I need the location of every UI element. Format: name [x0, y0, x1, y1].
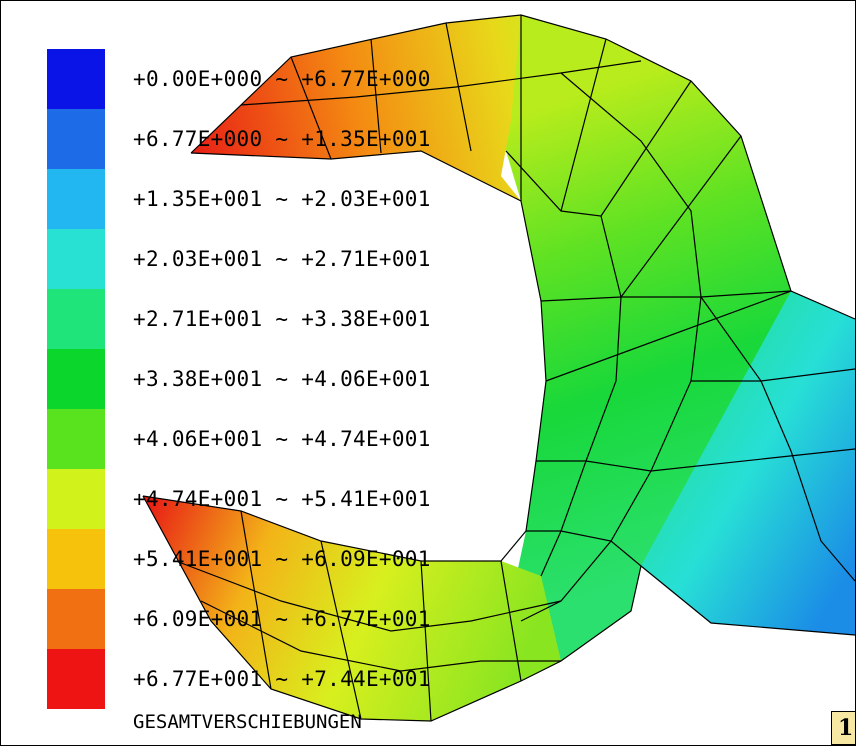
legend-swatch-4 — [47, 229, 105, 289]
legend-swatch-2 — [47, 109, 105, 169]
legend-swatch-9 — [47, 529, 105, 589]
legend-label-8: +4.74E+001 ~ +5.41E+001 — [133, 487, 431, 511]
legend-swatch-7 — [47, 409, 105, 469]
legend-label-2: +6.77E+000 ~ +1.35E+001 — [133, 127, 431, 151]
legend-label-3: +1.35E+001 ~ +2.03E+001 — [133, 187, 431, 211]
page-number-badge: 1 — [831, 711, 855, 745]
legend-label-7: +4.06E+001 ~ +4.74E+001 — [133, 427, 431, 451]
legend-label-6: +3.38E+001 ~ +4.06E+001 — [133, 367, 431, 391]
legend-label-4: +2.03E+001 ~ +2.71E+001 — [133, 247, 431, 271]
legend-label-11: +6.77E+001 ~ +7.44E+001 — [133, 667, 431, 691]
legend-label-9: +5.41E+001 ~ +6.09E+001 — [133, 547, 431, 571]
legend-label-5: +2.71E+001 ~ +3.38E+001 — [133, 307, 431, 331]
legend-swatch-3 — [47, 169, 105, 229]
legend-label-1: +0.00E+000 ~ +6.77E+000 — [133, 67, 431, 91]
result-title: GESAMTVERSCHIEBUNGEN — [133, 711, 362, 733]
legend-label-10: +6.09E+001 ~ +6.77E+001 — [133, 607, 431, 631]
legend-swatch-8 — [47, 469, 105, 529]
legend-swatch-5 — [47, 289, 105, 349]
legend-swatch-1 — [47, 49, 105, 109]
legend-swatch-10 — [47, 589, 105, 649]
legend-swatch-6 — [47, 349, 105, 409]
legend-swatch-11 — [47, 649, 105, 709]
mesh-element-lines — [142, 14, 855, 722]
